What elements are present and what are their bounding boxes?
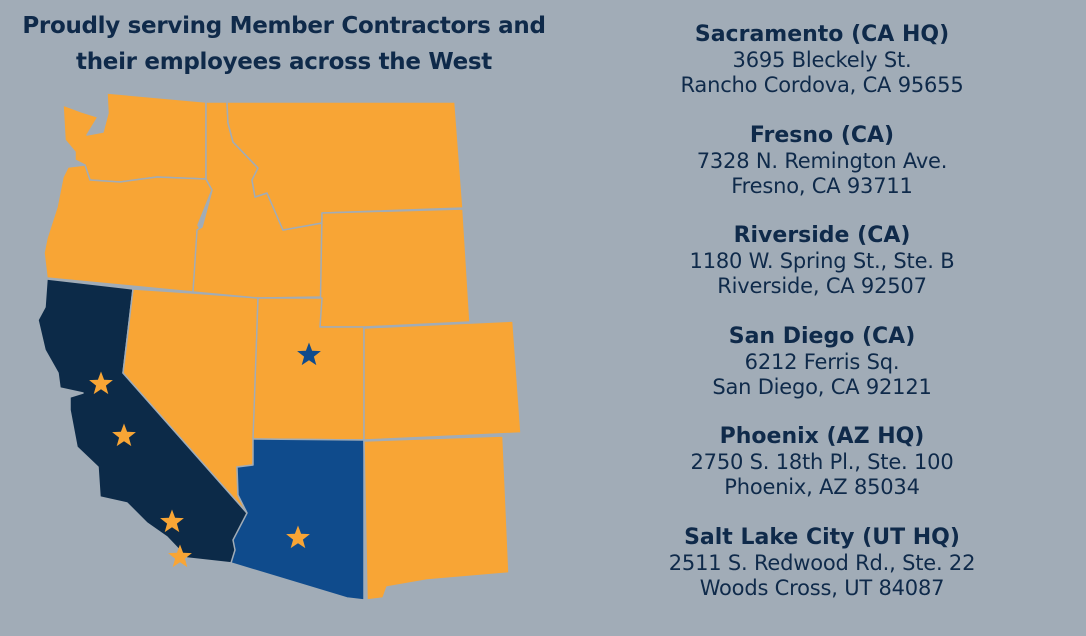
western-states-map bbox=[37, 92, 522, 601]
star-icon bbox=[160, 509, 184, 533]
office-name: Phoenix (AZ HQ) bbox=[719, 424, 925, 449]
state-oregon bbox=[43, 164, 213, 293]
state-arizona bbox=[230, 438, 365, 601]
office-list: Sacramento (CA HQ) 3695 Bleckely St. Ran… bbox=[600, 22, 1044, 625]
state-wyoming bbox=[319, 208, 471, 328]
office-street: 2750 S. 18th Pl., Ste. 100 bbox=[690, 450, 954, 474]
star-icon bbox=[168, 544, 192, 568]
star-icon bbox=[89, 371, 113, 395]
headline-line-2: their employees across the West bbox=[76, 49, 492, 75]
office-street: 1180 W. Spring St., Ste. B bbox=[689, 249, 955, 273]
office-phoenix: Phoenix (AZ HQ) 2750 S. 18th Pl., Ste. 1… bbox=[600, 424, 1044, 525]
office-name: Sacramento (CA HQ) bbox=[694, 22, 950, 47]
office-riverside: Riverside (CA) 1180 W. Spring St., Ste. … bbox=[600, 223, 1044, 324]
office-city: San Diego, CA 92121 bbox=[712, 374, 932, 399]
star-icon bbox=[286, 525, 310, 549]
office-street: 3695 Bleckely St. bbox=[732, 48, 912, 72]
office-city: Fresno, CA 93711 bbox=[731, 173, 913, 198]
headline-line-1: Proudly serving Member Contractors and bbox=[22, 13, 546, 39]
office-sacramento: Sacramento (CA HQ) 3695 Bleckely St. Ran… bbox=[600, 22, 1044, 123]
office-san-diego: San Diego (CA) 6212 Ferris Sq. San Diego… bbox=[600, 324, 1044, 425]
office-street: 2511 S. Redwood Rd., Ste. 22 bbox=[668, 550, 976, 575]
office-name: Riverside (CA) bbox=[733, 223, 911, 248]
state-montana bbox=[226, 101, 464, 231]
office-city: Riverside, CA 92507 bbox=[717, 274, 927, 298]
office-name: Salt Lake City (UT HQ) bbox=[684, 524, 960, 550]
office-fresno: Fresno (CA) 7328 N. Remington Ave. Fresn… bbox=[600, 123, 1044, 224]
office-street: 6212 Ferris Sq. bbox=[744, 349, 900, 374]
headline: Proudly serving Member Contractors and t… bbox=[0, 8, 568, 80]
state-new-mexico bbox=[363, 435, 510, 601]
state-colorado bbox=[363, 320, 522, 441]
office-street: 7328 N. Remington Ave. bbox=[696, 148, 948, 173]
star-icon bbox=[112, 423, 136, 447]
office-salt-lake-city: Salt Lake City (UT HQ) 2511 S. Redwood R… bbox=[600, 525, 1044, 626]
office-city: Phoenix, AZ 85034 bbox=[724, 475, 920, 499]
office-city: Rancho Cordova, CA 95655 bbox=[680, 73, 964, 97]
office-name: San Diego (CA) bbox=[728, 323, 916, 349]
office-name: Fresno (CA) bbox=[749, 122, 895, 148]
office-city: Woods Cross, UT 84087 bbox=[699, 575, 945, 600]
star-icon bbox=[297, 342, 321, 366]
